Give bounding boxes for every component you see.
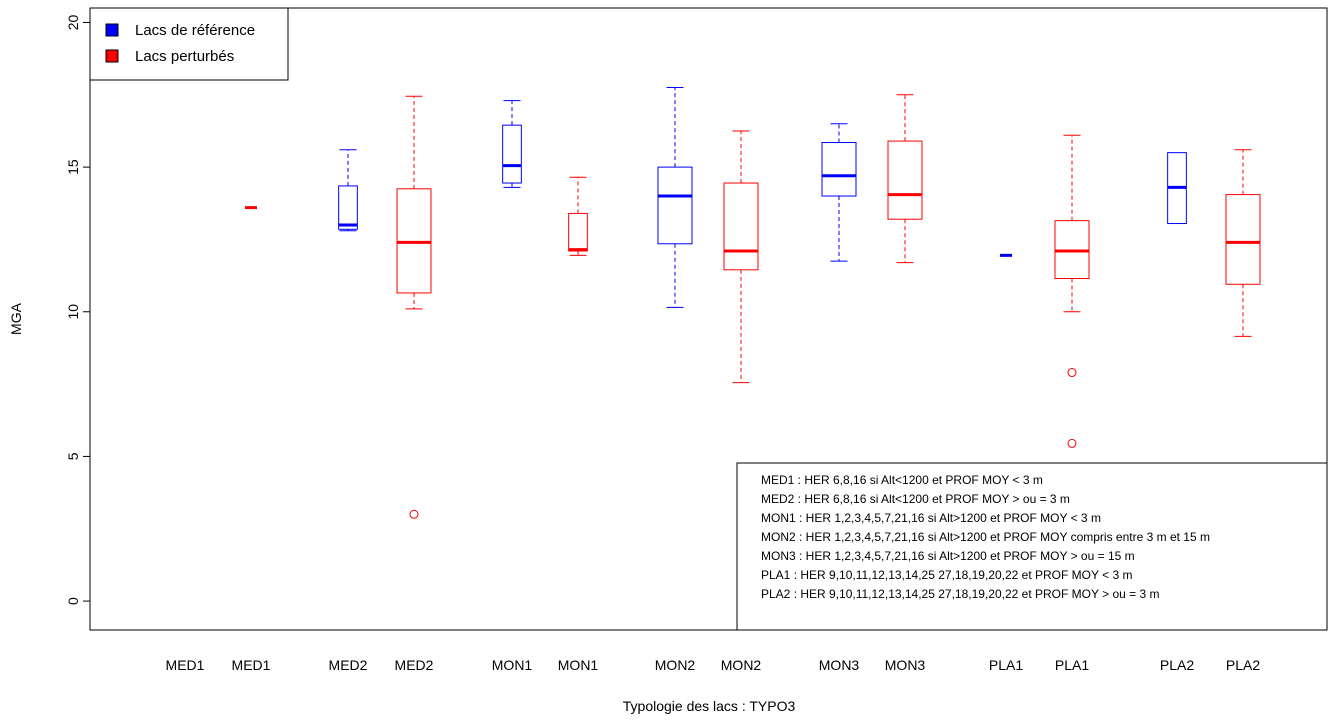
box-mon1-perturbed: [568, 176, 588, 256]
x-tick-label: MON3: [885, 657, 926, 673]
x-tick-label: PLA2: [1160, 657, 1194, 673]
box-pla1-perturbed: [1054, 134, 1090, 448]
y-tick-label: 5: [65, 452, 81, 460]
legend-label: Lacs de référence: [135, 22, 255, 39]
x-tick-label: MON1: [492, 657, 533, 673]
box-iqr: [887, 140, 923, 220]
boxes: [245, 87, 1261, 519]
box-iqr: [723, 182, 759, 271]
x-tick-label: PLA1: [1055, 657, 1089, 673]
x-tick-label: MON2: [655, 657, 696, 673]
box-med2-perturbed: [396, 95, 432, 519]
box-mon1-reference: [502, 100, 522, 188]
x-tick-label: PLA1: [989, 657, 1023, 673]
note-line: PLA2 : HER 9,10,11,12,13,14,25 27,18,19,…: [761, 587, 1159, 601]
y-axis-title: MGA: [8, 302, 24, 335]
plot-area: [89, 7, 1328, 631]
x-tick-label: MED2: [395, 657, 434, 673]
y-tick-label: 15: [65, 159, 81, 175]
box-iqr: [657, 166, 693, 245]
box-med2-reference: [338, 149, 358, 232]
note-line: MED1 : HER 6,8,16 si Alt<1200 et PROF MO…: [761, 473, 1043, 487]
x-tick-label: MON3: [819, 657, 860, 673]
type-notes-box: MED1 : HER 6,8,16 si Alt<1200 et PROF MO…: [736, 462, 1328, 631]
box-mon3-reference: [821, 123, 857, 262]
x-tick-label: MON2: [721, 657, 762, 673]
y-tick-label: 0: [65, 597, 81, 605]
x-tick-label: MED1: [166, 657, 205, 673]
legend: Lacs de référence Lacs perturbés: [89, 7, 289, 81]
note-line: PLA1 : HER 9,10,11,12,13,14,25 27,18,19,…: [761, 568, 1132, 582]
legend-frame: [89, 7, 289, 81]
box-iqr: [568, 212, 588, 252]
box-iqr: [338, 185, 358, 230]
outlier-point: [409, 509, 419, 519]
box-pla2-perturbed: [1225, 149, 1261, 337]
y-axis: 0 5 10 15 20: [65, 14, 90, 605]
x-axis-title: Typologie des lacs : TYPO3: [623, 698, 796, 714]
box-mon2-reference: [657, 87, 693, 308]
box-iqr: [1225, 194, 1261, 285]
x-tick-label: MON1: [558, 657, 599, 673]
box-iqr: [502, 124, 522, 184]
note-line: MON2 : HER 1,2,3,4,5,7,21,16 si Alt>1200…: [761, 530, 1210, 544]
notes-frame: [736, 462, 1328, 631]
legend-label: Lacs perturbés: [135, 48, 234, 65]
box-mon3-perturbed: [887, 94, 923, 264]
x-tick-label: MED2: [329, 657, 368, 673]
plot-frame: [89, 7, 1328, 631]
x-tick-label: MED1: [232, 657, 271, 673]
note-line: MON3 : HER 1,2,3,4,5,7,21,16 si Alt>1200…: [761, 549, 1135, 563]
box-mon2-perturbed: [723, 130, 759, 384]
note-line: MED2 : HER 6,8,16 si Alt<1200 et PROF MO…: [761, 492, 1070, 506]
box-iqr: [821, 142, 857, 197]
legend-swatch: [105, 23, 119, 37]
y-tick-label: 20: [65, 14, 81, 30]
legend-swatch: [105, 49, 119, 63]
y-tick-label: 10: [65, 304, 81, 320]
outlier-point: [1067, 368, 1077, 378]
note-line: MON1 : HER 1,2,3,4,5,7,21,16 si Alt>1200…: [761, 511, 1101, 525]
x-axis: MED1 MED1 MED2 MED2 MON1 MON1 MON2 MON2 MON3 MON3…: [166, 657, 1261, 673]
box-pla2-reference: [1167, 152, 1187, 225]
x-tick-label: PLA2: [1226, 657, 1260, 673]
outlier-point: [1067, 438, 1077, 448]
